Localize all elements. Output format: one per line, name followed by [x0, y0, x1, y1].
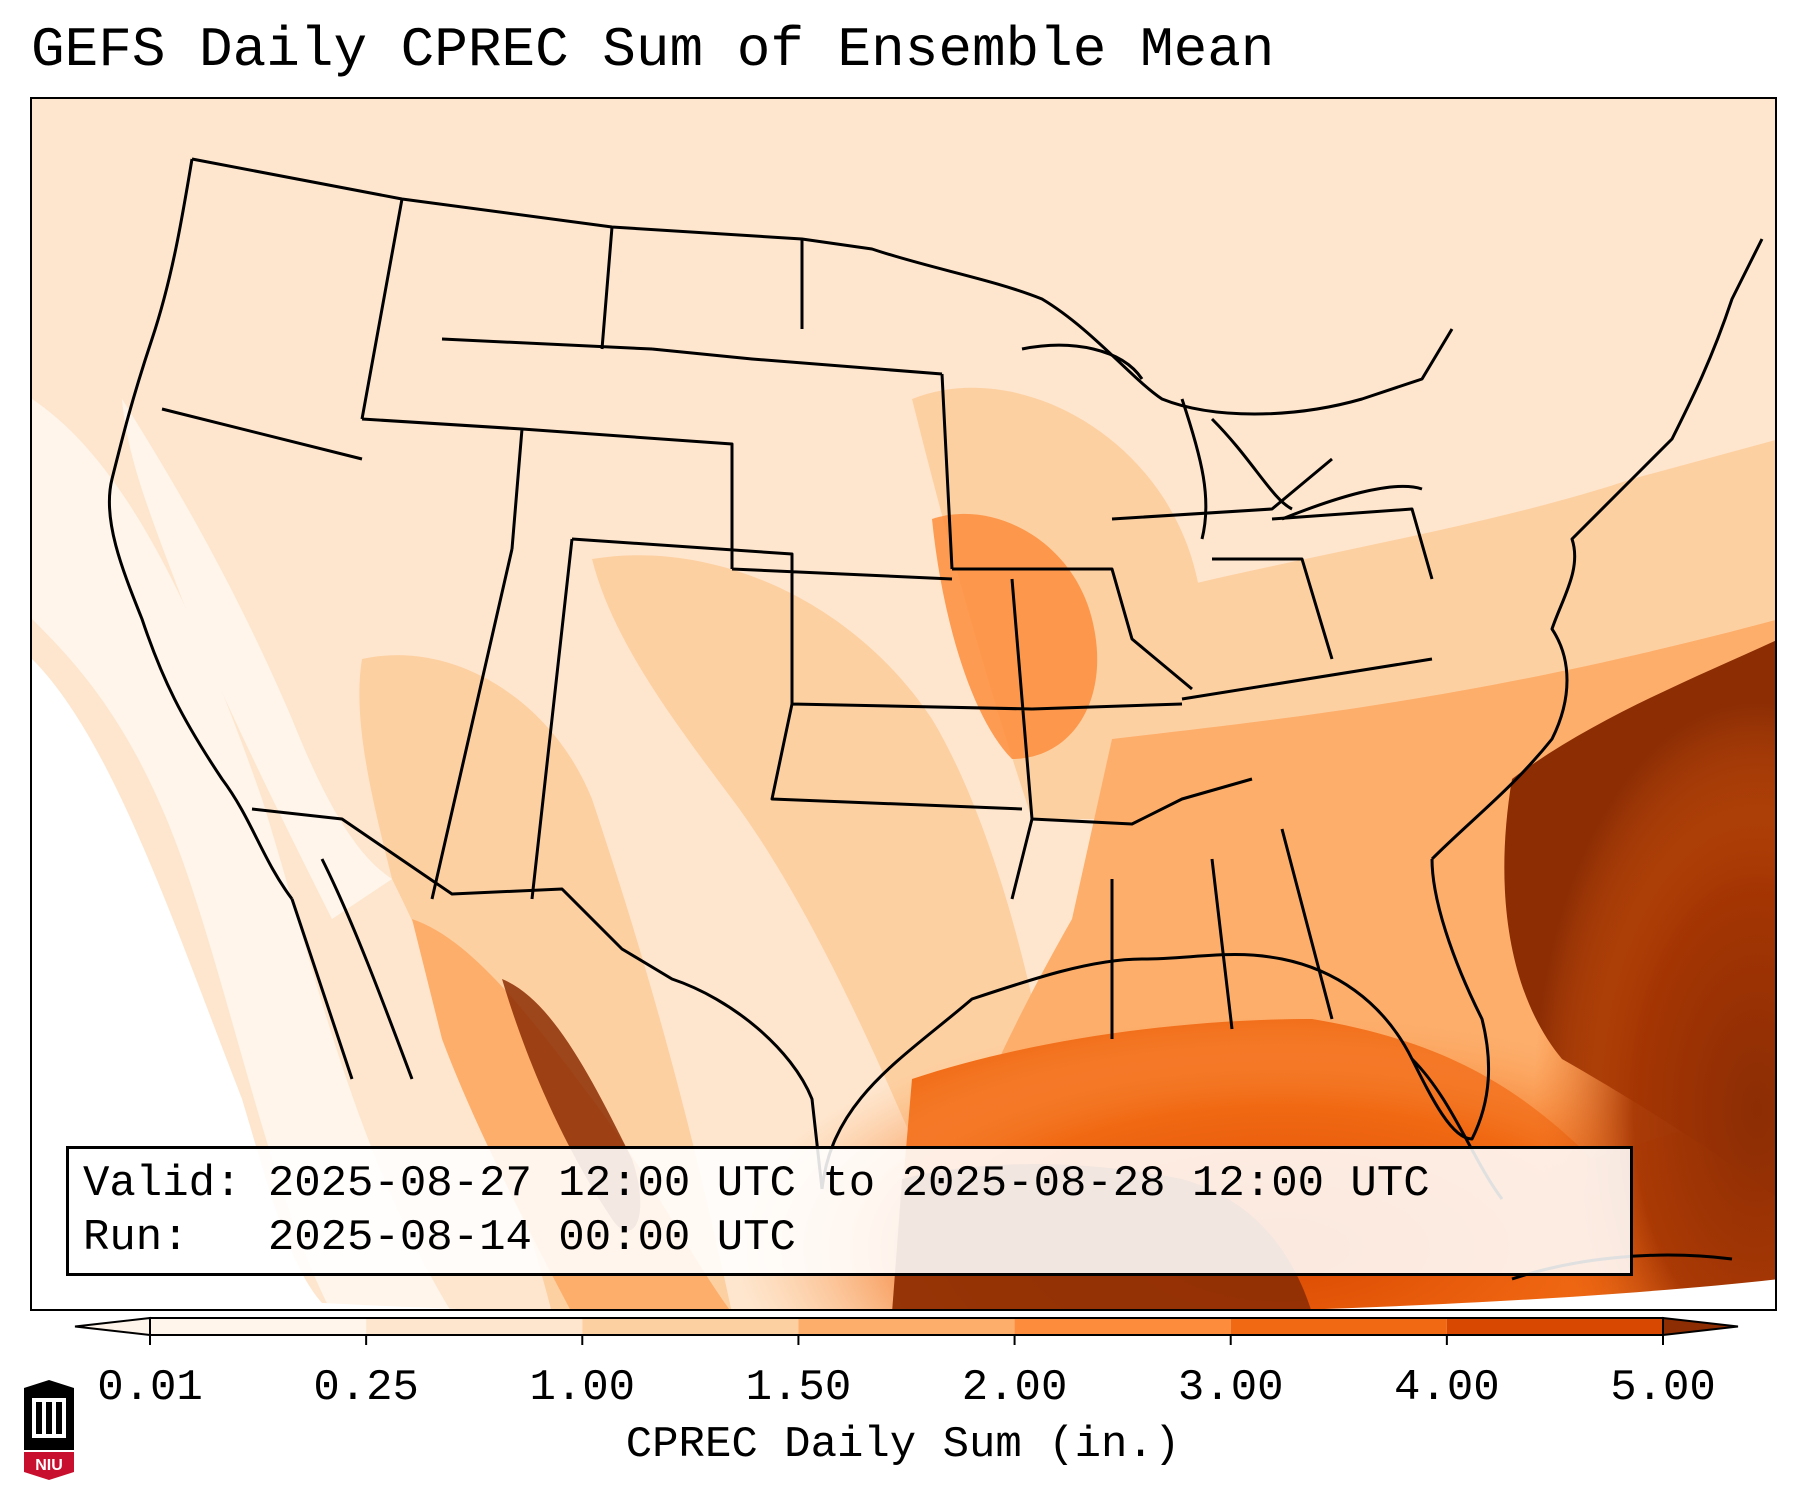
valid-label: Valid:	[83, 1159, 242, 1209]
colorbar-tick-label: 4.00	[1394, 1363, 1500, 1413]
page-title: GEFS Daily CPREC Sum of Ensemble Mean	[31, 18, 1275, 82]
colorbar-segment	[1446, 1318, 1663, 1335]
run-label: Run:	[83, 1213, 189, 1263]
valid-run-info-box: Valid: 2025-08-27 12:00 UTC to 2025-08-2…	[66, 1146, 1633, 1276]
precip-trace-west	[32, 399, 450, 1309]
colorbar-tick-label: 5.00	[1610, 1363, 1716, 1413]
logo-text: NIU	[35, 1457, 63, 1474]
coastline-west	[107, 158, 294, 900]
colorbar-segment	[1014, 1318, 1231, 1335]
colorbar-segment	[582, 1318, 799, 1335]
valid-value: 2025-08-27 12:00 UTC to 2025-08-28 12:00…	[267, 1159, 1430, 1209]
colorbar-outline	[149, 1317, 1664, 1336]
coastline-atlantic	[1430, 238, 1764, 861]
border-mexico	[251, 807, 824, 1190]
colorbar-segment	[1230, 1318, 1447, 1335]
coastline-baja	[290, 858, 414, 1080]
colorbar-tick-label: 0.25	[313, 1363, 419, 1413]
border-canada	[191, 157, 1454, 416]
precip-moderate-southwest	[359, 655, 732, 1309]
precip-map	[32, 99, 1775, 1309]
colorbar-extend-max	[1662, 1316, 1739, 1337]
precip-heavy-iowa	[932, 513, 1098, 759]
map-panel	[30, 97, 1777, 1311]
colorbar	[74, 1316, 1739, 1345]
great-lakes	[1021, 343, 1423, 540]
precip-trace-california	[122, 399, 392, 919]
boundaries	[107, 157, 1764, 1281]
colorbar-segment	[366, 1318, 583, 1335]
colorbar-tick-label: 1.50	[745, 1363, 852, 1413]
colorbar-tick-label: 0.01	[97, 1363, 203, 1413]
niu-logo: NIU	[24, 1380, 74, 1480]
colorbar-tick-label: 2.00	[961, 1363, 1068, 1413]
coastline-gulf	[820, 858, 1491, 1190]
colorbar-tick-label: 1.00	[529, 1363, 636, 1413]
state-lines	[161, 198, 1434, 1039]
colorbar-tick-label: 3.00	[1177, 1363, 1284, 1413]
map-projection-edge	[32, 1279, 1775, 1309]
colorbar-segment	[150, 1318, 367, 1335]
run-value: 2025-08-14 00:00 UTC	[267, 1213, 796, 1263]
colorbar-segment	[798, 1318, 1015, 1335]
colorbar-extend-min	[74, 1316, 151, 1337]
colorbar-title: CPREC Daily Sum (in.)	[625, 1420, 1181, 1470]
